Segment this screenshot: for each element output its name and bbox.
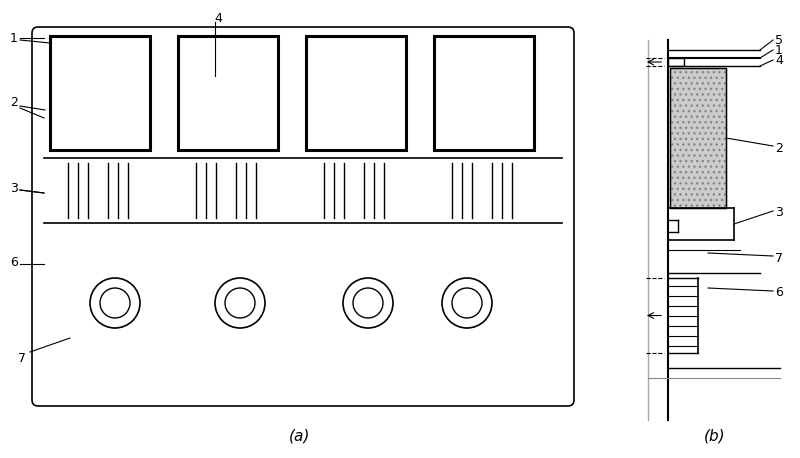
Text: 1: 1 bbox=[775, 44, 783, 56]
Bar bbox=[670, 68, 726, 208]
Text: 3: 3 bbox=[10, 181, 18, 195]
Text: (a): (a) bbox=[290, 429, 310, 443]
Bar bbox=[434, 36, 534, 150]
Bar bbox=[178, 36, 278, 150]
Text: 4: 4 bbox=[775, 54, 783, 66]
Bar bbox=[306, 36, 406, 150]
Text: 2: 2 bbox=[775, 142, 783, 154]
Text: 7: 7 bbox=[775, 251, 783, 265]
Text: 6: 6 bbox=[10, 256, 18, 269]
Text: 6: 6 bbox=[775, 287, 783, 300]
Text: 4: 4 bbox=[214, 11, 222, 24]
Text: 7: 7 bbox=[18, 351, 26, 365]
Bar bbox=[50, 36, 150, 150]
FancyBboxPatch shape bbox=[32, 27, 574, 406]
Bar bbox=[670, 68, 726, 208]
Text: 2: 2 bbox=[10, 97, 18, 109]
Text: (b): (b) bbox=[704, 429, 726, 443]
Text: 3: 3 bbox=[775, 207, 783, 219]
Bar bbox=[668, 58, 684, 66]
Text: 1: 1 bbox=[10, 32, 18, 44]
Text: 5: 5 bbox=[775, 33, 783, 47]
